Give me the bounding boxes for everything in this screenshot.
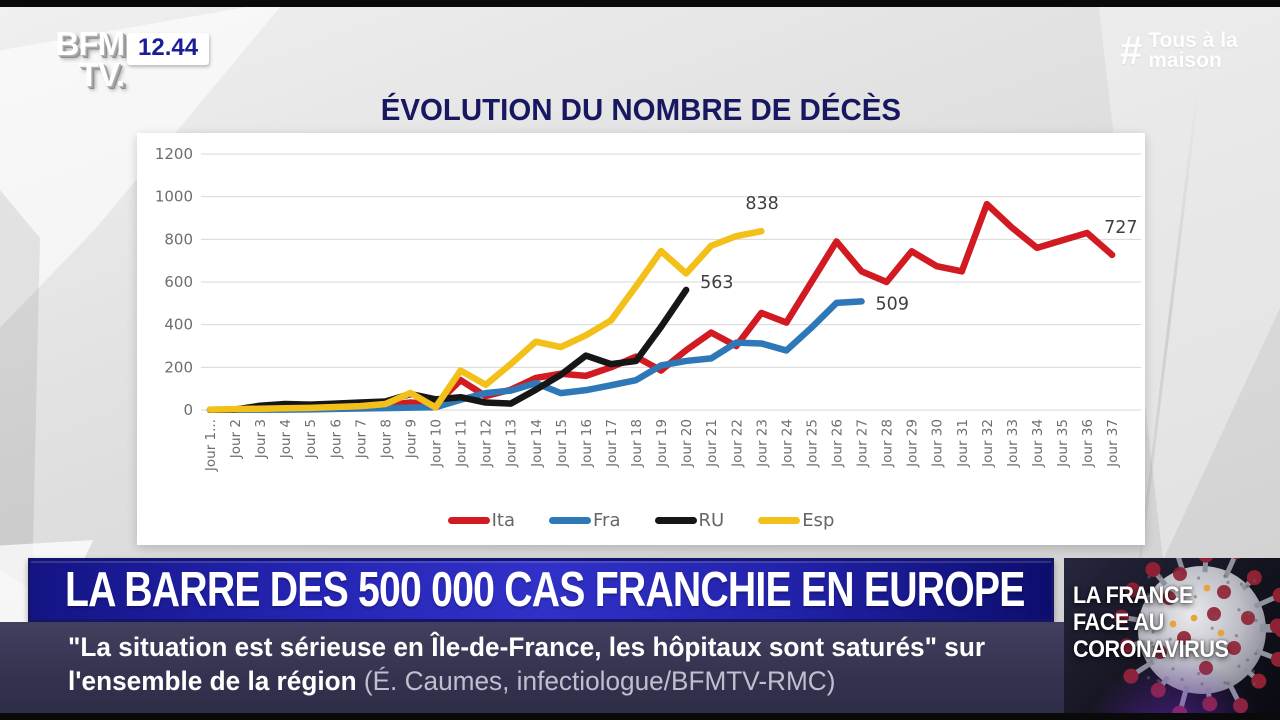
x-axis-tick-label: Jour 9 bbox=[403, 419, 419, 459]
x-axis-tick-label: Jour 6 bbox=[328, 419, 344, 459]
legend-swatch-Ita bbox=[447, 517, 490, 524]
y-axis-tick-label: 1000 bbox=[155, 188, 193, 206]
x-axis-tick-label: Jour 27 bbox=[855, 419, 871, 468]
series-line-Fra bbox=[206, 298, 865, 414]
program-title-line1: LA FRANCE bbox=[1073, 582, 1193, 609]
ticker-quote-line2: l'ensemble de la région (É. Caumes, infe… bbox=[68, 666, 835, 697]
legend-label: RU bbox=[698, 510, 725, 531]
chart-legend: Ita Fra RU Esp bbox=[137, 510, 1145, 531]
deaths-line-chart-card: 0 200 400 600 800 1000 1200 Jour 1... Jour 2 Jour… bbox=[137, 133, 1145, 545]
x-axis-tick-label: Jour 12 bbox=[479, 419, 495, 468]
x-axis-tick-label: Jour 30 bbox=[930, 419, 946, 468]
x-axis-tick-label: Jour 37 bbox=[1105, 419, 1121, 468]
data-label-Esp: 838 bbox=[745, 194, 778, 214]
y-axis-tick-label: 1200 bbox=[155, 145, 193, 163]
ticker-attribution: (É. Caumes, infectiologue/BFMTV-RMC) bbox=[356, 666, 836, 696]
x-axis-tick-label: Jour 32 bbox=[980, 419, 996, 468]
hashtag-line1: Tous à la bbox=[1148, 29, 1238, 52]
x-axis-tick-label: Jour 35 bbox=[1055, 419, 1071, 468]
x-axis-tick-label: Jour 17 bbox=[604, 419, 620, 468]
x-axis-tick-label: Jour 25 bbox=[804, 419, 820, 468]
bottom-letterbox-bar bbox=[0, 713, 1280, 720]
coronavirus-program-panel: LA FRANCE FACE AU CORONAVIRUS bbox=[1064, 558, 1280, 714]
legend-label: Esp bbox=[802, 510, 835, 531]
deaths-line-chart: 0 200 400 600 800 1000 1200 Jour 1... Jour 2 Jour… bbox=[155, 145, 1141, 472]
x-axis-tick-label: Jour 26 bbox=[830, 419, 846, 468]
hash-icon: # bbox=[1120, 29, 1143, 73]
x-axis-tick-label: Jour 11 bbox=[454, 419, 470, 468]
hashtag-tous-a-la-maison: # Tous à la maison bbox=[1120, 29, 1238, 73]
x-axis-tick-label: Jour 22 bbox=[729, 419, 745, 468]
bfmtv-logo-line2: TV. bbox=[78, 56, 125, 93]
ticker-quote-line1: "La situation est sérieuse en Île-de-Fra… bbox=[68, 632, 986, 662]
x-axis-tick-label: Jour 3 bbox=[253, 419, 269, 459]
top-letterbox-bar bbox=[0, 0, 1280, 7]
ticker-strip: "La situation est sérieuse en Île-de-Fra… bbox=[0, 622, 1064, 714]
legend-swatch-Fra bbox=[549, 517, 592, 524]
x-axis-tick-label: Jour 19 bbox=[654, 419, 670, 468]
legend-label: Fra bbox=[593, 510, 621, 531]
series-line-Ita bbox=[206, 200, 1116, 414]
legend-item-Fra: Fra bbox=[549, 510, 621, 531]
program-title: LA FRANCE FACE AU CORONAVIRUS bbox=[1073, 582, 1229, 663]
x-axis-tick-label: Jour 29 bbox=[905, 419, 921, 468]
x-axis-tick-label: Jour 15 bbox=[554, 419, 570, 468]
headline-text: LA BARRE DES 500 000 CAS FRANCHIE EN EUR… bbox=[65, 563, 1025, 617]
x-axis-tick-label: Jour 36 bbox=[1080, 419, 1096, 468]
x-axis-tick-label: Jour 28 bbox=[880, 419, 896, 468]
hashtag-line2: maison bbox=[1148, 49, 1222, 72]
legend-label: Ita bbox=[491, 510, 516, 531]
x-axis-tick-label: Jour 5 bbox=[303, 419, 319, 459]
x-axis-tick-label: Jour 1... bbox=[203, 419, 219, 472]
x-axis-tick-label: Jour 33 bbox=[1005, 419, 1021, 468]
x-axis-tick-label: Jour 2 bbox=[228, 419, 244, 459]
x-axis-tick-label: Jour 10 bbox=[429, 419, 445, 468]
data-label-Ita: 727 bbox=[1104, 218, 1137, 238]
data-label-Fra: 509 bbox=[876, 294, 909, 314]
x-axis-tick-label: Jour 8 bbox=[378, 419, 394, 459]
legend-item-RU: RU bbox=[654, 510, 725, 531]
bfmtv-logo-line1: BFM bbox=[55, 25, 125, 62]
legend-swatch-RU bbox=[654, 517, 697, 524]
x-axis-tick-label: Jour 7 bbox=[353, 419, 369, 459]
headline-banner: LA BARRE DES 500 000 CAS FRANCHIE EN EUR… bbox=[28, 558, 1054, 622]
bfmtv-logo: BFM TV. bbox=[52, 25, 125, 93]
ticker-quote-continuation: l'ensemble de la région bbox=[68, 666, 357, 696]
x-axis-tick-label: Jour 16 bbox=[579, 419, 595, 468]
legend-item-Esp: Esp bbox=[758, 510, 834, 531]
x-axis-tick-label: Jour 14 bbox=[529, 419, 545, 468]
x-axis-tick-label: Jour 13 bbox=[504, 419, 520, 468]
series-line-RU bbox=[206, 286, 690, 414]
studio-backdrop-crease bbox=[1138, 81, 1201, 559]
program-title-line3: CORONAVIRUS bbox=[1073, 636, 1229, 663]
y-axis-tick-label: 200 bbox=[164, 358, 193, 376]
studio-backdrop-shape bbox=[0, 190, 40, 590]
x-axis-tick-label: Jour 20 bbox=[679, 419, 695, 468]
x-axis-tick-label: Jour 23 bbox=[754, 419, 770, 468]
clock: 12.44 bbox=[127, 33, 210, 65]
legend-swatch-Esp bbox=[758, 517, 801, 524]
program-title-line2: FACE AU bbox=[1073, 609, 1164, 636]
x-axis-tick-label: Jour 31 bbox=[955, 419, 971, 468]
data-label-RU: 563 bbox=[700, 273, 733, 293]
chart-title: ÉVOLUTION DU NOMBRE DE DÉCÈS bbox=[380, 92, 902, 127]
y-axis-tick-label: 600 bbox=[164, 273, 193, 291]
x-axis-tick-label: Jour 34 bbox=[1030, 419, 1046, 468]
x-axis-tick-label: Jour 21 bbox=[704, 419, 720, 468]
y-axis-tick-label: 0 bbox=[183, 401, 193, 419]
x-axis-tick-label: Jour 4 bbox=[278, 419, 294, 459]
x-axis-tick-label: Jour 18 bbox=[629, 419, 645, 468]
series-line-Esp bbox=[206, 227, 765, 413]
legend-item-Ita: Ita bbox=[447, 510, 516, 531]
x-axis-tick-label: Jour 24 bbox=[779, 419, 795, 468]
y-axis-tick-label: 400 bbox=[164, 316, 193, 334]
y-axis-tick-label: 800 bbox=[164, 230, 193, 248]
